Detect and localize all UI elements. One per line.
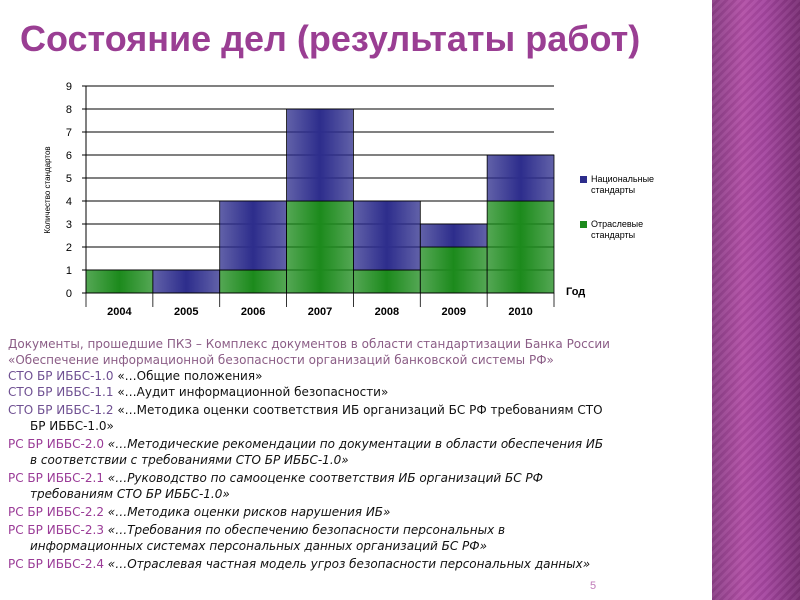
chart-bars bbox=[85, 108, 555, 294]
doc-item: СТО БР ИББС-1.0 «…Общие положения» bbox=[8, 368, 720, 384]
doc-item: РС БР ИББС-2.3 «…Требования по обеспечен… bbox=[8, 522, 720, 554]
x-tick-label: 2005 bbox=[174, 306, 198, 318]
legend-swatch bbox=[580, 221, 587, 228]
y-tick-label: 6 bbox=[66, 150, 72, 162]
doc-item: РС БР ИББС-2.1 «…Руководство по самооцен… bbox=[8, 470, 720, 502]
page-number: 5 bbox=[590, 580, 597, 592]
doc-title: «…Руководство по самооценке соответствия… bbox=[107, 471, 543, 485]
intro-line-2: «Обеспечение информационной безопасности… bbox=[8, 353, 554, 367]
bar-national bbox=[286, 108, 354, 202]
doc-code: СТО БР ИББС-1.0 bbox=[8, 369, 114, 383]
y-tick-label: 4 bbox=[66, 196, 72, 208]
legend-swatch bbox=[580, 176, 587, 183]
bar-industry bbox=[219, 269, 287, 294]
y-tick-label: 7 bbox=[66, 127, 72, 139]
y-tick-label: 8 bbox=[66, 104, 72, 116]
doc-code: РС БР ИББС-2.1 bbox=[8, 471, 104, 485]
doc-title: «…Методические рекомендации по документа… bbox=[107, 437, 604, 451]
legend-label: Отраслевые bbox=[591, 219, 643, 229]
bar-national bbox=[486, 154, 555, 202]
bar-national bbox=[419, 223, 488, 248]
x-axis-title: Год bbox=[566, 286, 585, 298]
doc-title: «…Методика оценки рисков нарушения ИБ» bbox=[107, 505, 391, 519]
x-tick-label: 2004 bbox=[107, 306, 132, 318]
doc-item: СТО БР ИББС-1.1 «…Аудит информационной б… bbox=[8, 384, 720, 400]
bar-industry bbox=[85, 269, 154, 294]
bar-industry bbox=[353, 269, 421, 294]
doc-code: РС БР ИББС-2.3 bbox=[8, 523, 104, 537]
legend-label: стандарты bbox=[591, 230, 635, 240]
doc-code: РС БР ИББС-2.4 bbox=[8, 557, 104, 571]
decorative-side-band bbox=[712, 0, 800, 600]
y-tick-label: 3 bbox=[66, 219, 72, 231]
standards-bar-chart: 0 1 2 3 4 5 6 7 8 9 2004 2005 2006 2007 2008 2009 2010 Ко… bbox=[43, 81, 654, 318]
intro-line-1: Документы, прошедшие ПКЗ – Комплекс доку… bbox=[8, 337, 610, 351]
doc-title-continued: информационных системах персональных дан… bbox=[30, 539, 488, 553]
doc-title: «…Аудит информационной безопасности» bbox=[117, 385, 389, 399]
doc-code: СТО БР ИББС-1.1 bbox=[8, 385, 114, 399]
y-tick-label: 9 bbox=[66, 81, 72, 93]
doc-title: «…Требования по обеспечению безопасности… bbox=[107, 523, 506, 537]
legend-label: стандарты bbox=[591, 185, 635, 195]
doc-item: РС БР ИББС-2.2 «…Методика оценки рисков … bbox=[8, 504, 720, 520]
legend-label: Национальные bbox=[591, 174, 654, 184]
y-tick-label: 5 bbox=[66, 173, 72, 185]
doc-title-continued: БР ИББС-1.0» bbox=[30, 419, 114, 433]
documents-text-block: Документы, прошедшие ПКЗ – Комплекс доку… bbox=[8, 336, 720, 572]
chart-axes: 0 1 2 3 4 5 6 7 8 9 2004 2005 2006 2007 2008 2009 2010 Ко… bbox=[43, 81, 585, 318]
x-tick-label: 2008 bbox=[375, 306, 399, 318]
y-tick-label: 1 bbox=[66, 265, 72, 277]
slide-title: Состояние дел (результаты работ) bbox=[20, 18, 641, 59]
x-tick-label: 2007 bbox=[308, 306, 332, 318]
x-tick-label: 2006 bbox=[241, 306, 265, 318]
x-tick-label: 2009 bbox=[441, 306, 465, 318]
doc-title: «…Общие положения» bbox=[117, 369, 263, 383]
bar-national bbox=[152, 269, 221, 294]
doc-title-continued: требованиям СТО БР ИББС-1.0» bbox=[30, 487, 230, 501]
bar-industry bbox=[286, 200, 354, 294]
y-axis-title: Количество стандартов bbox=[43, 146, 52, 233]
bar-national bbox=[353, 200, 421, 271]
y-tick-label: 0 bbox=[66, 288, 72, 300]
x-tick-label: 2010 bbox=[508, 306, 532, 318]
doc-title: «…Методика оценки соответствия ИБ органи… bbox=[117, 403, 603, 417]
doc-title: «…Отраслевая частная модель угроз безопа… bbox=[107, 557, 591, 571]
doc-code: СТО БР ИББС-1.2 bbox=[8, 403, 114, 417]
bar-national bbox=[219, 200, 287, 271]
bar-industry bbox=[419, 246, 488, 294]
bar-industry bbox=[486, 200, 555, 294]
y-tick-label: 2 bbox=[66, 242, 72, 254]
doc-item: РС БР ИББС-2.4 «…Отраслевая частная моде… bbox=[8, 556, 720, 572]
doc-code: РС БР ИББС-2.2 bbox=[8, 505, 104, 519]
doc-item: СТО БР ИББС-1.2 «…Методика оценки соотве… bbox=[8, 402, 720, 434]
doc-title-continued: в соответствии с требованиями СТО БР ИББ… bbox=[30, 453, 349, 467]
doc-code: РС БР ИББС-2.0 bbox=[8, 437, 104, 451]
doc-item: РС БР ИББС-2.0 «…Методические рекомендац… bbox=[8, 436, 720, 468]
